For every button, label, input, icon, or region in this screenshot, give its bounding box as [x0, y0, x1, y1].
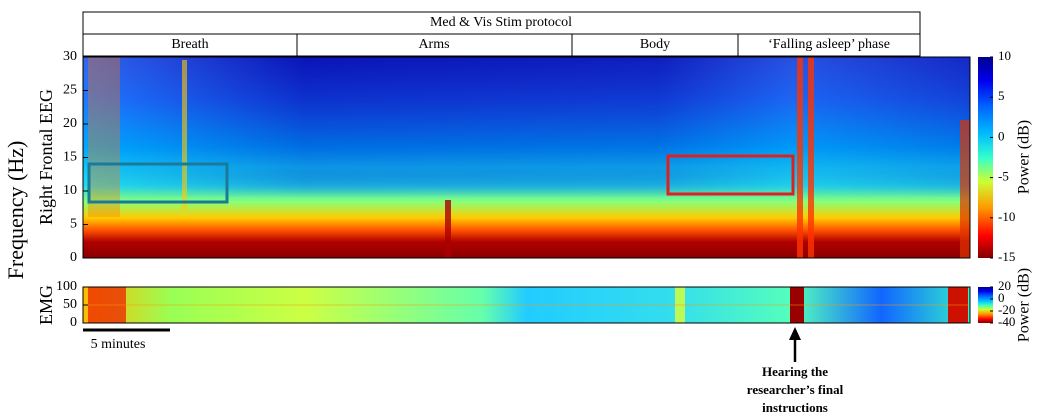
colorbar-tick-label: -10 [998, 209, 1015, 224]
scale-bar-label: 5 minutes [91, 337, 146, 352]
y-axis-title: Frequency (Hz) [3, 141, 28, 280]
colorbar-tick-label: 0 [998, 128, 1005, 143]
colorbar-tick-label: -5 [998, 169, 1009, 184]
colorbar-tick-label: 5 [998, 88, 1005, 103]
colorbar-tick-label: 20 [998, 278, 1011, 293]
y-tick-label: 25 [63, 83, 77, 98]
panel-label: EMG [36, 285, 56, 325]
y-tick-label: 30 [63, 49, 77, 64]
y-tick-label: 0 [70, 315, 77, 330]
highlight-box [87, 162, 229, 204]
y-tick-label: 0 [70, 250, 77, 265]
phase-label: Arms [418, 37, 449, 52]
y-tick-label: 10 [63, 183, 77, 198]
phase-label: ‘Falling asleep’ phase [768, 37, 890, 52]
colorbar-tick-label: -40 [998, 314, 1015, 329]
annotation: Hearing the [762, 364, 828, 379]
colorbar-tick-label: 10 [998, 48, 1011, 63]
phase-label: Body [640, 37, 670, 52]
highlight-box [666, 154, 795, 196]
arrow-head [789, 327, 801, 340]
y-tick-label: 100 [56, 279, 77, 294]
colorbar-tick-label: 0 [998, 290, 1005, 305]
y-tick-label: 15 [63, 150, 77, 165]
annotation: instructions [762, 400, 828, 414]
y-tick-label: 50 [63, 297, 77, 312]
colorbar-tick-label: -15 [998, 249, 1015, 264]
colorbar [978, 287, 993, 323]
colorbar-label: Power (dB) [1016, 120, 1033, 194]
emg-spectrogram [83, 287, 970, 323]
y-tick-label: 5 [70, 217, 77, 232]
colorbar-label: Power (dB) [1016, 268, 1033, 342]
colorbar [978, 57, 993, 258]
annotation: researcher’s final [747, 382, 844, 397]
panel-label: Right Frontal EEG [36, 89, 56, 225]
eeg-spectrogram [83, 57, 970, 258]
colorbar-tick-label: -20 [998, 302, 1015, 317]
y-tick-label: 20 [63, 116, 77, 131]
protocol-title: Med & Vis Stim protocol [430, 15, 572, 30]
phase-label: Breath [171, 37, 208, 52]
